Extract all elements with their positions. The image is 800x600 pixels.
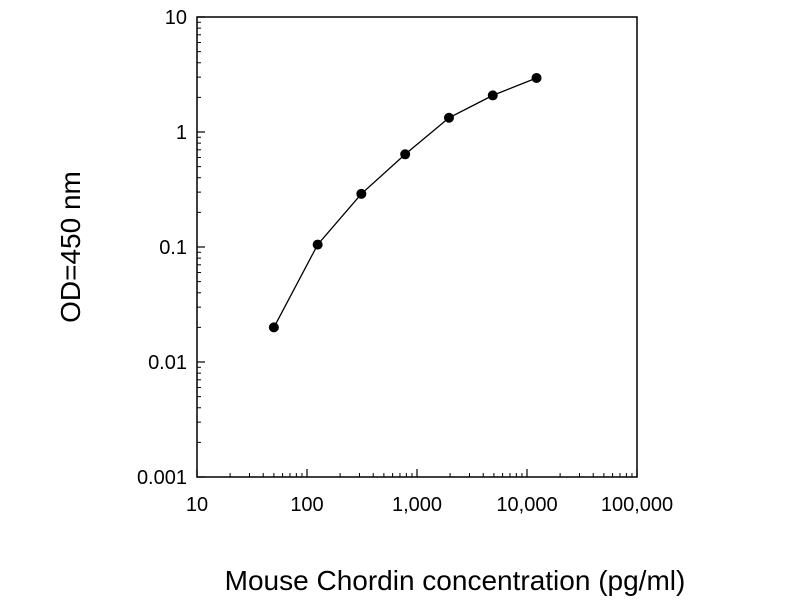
x-tick-label: 100 (290, 494, 323, 516)
series-line (273, 77, 537, 328)
x-axis-title: Mouse Chordin concentration (pg/ml) (225, 565, 686, 596)
data-point (356, 188, 367, 199)
data-point (268, 322, 279, 333)
y-tick-label: 0.001 (137, 467, 187, 489)
x-tick-label: 100,000 (601, 494, 673, 516)
data-point (531, 72, 542, 83)
data-point (487, 90, 498, 101)
plot-frame (196, 16, 638, 478)
y-axis-ticks: 0.001 0.01 0.1 1 10 (137, 7, 205, 489)
x-axis-ticks: 10 100 1,000 10,000 100,000 (186, 469, 673, 516)
y-axis-title: OD=450 nm (55, 171, 86, 323)
data-point (312, 239, 323, 250)
y-tick-label: 1 (176, 122, 187, 144)
y-tick-label: 0.01 (148, 352, 187, 374)
x-tick-label: 1,000 (392, 494, 442, 516)
x-tick-label: 10 (186, 494, 208, 516)
y-tick-label: 0.1 (159, 237, 187, 259)
x-tick-label: 10,000 (496, 494, 557, 516)
y-tick-label: 10 (165, 7, 187, 29)
series-layer (268, 72, 542, 333)
data-point (400, 149, 411, 160)
data-point (443, 112, 454, 123)
